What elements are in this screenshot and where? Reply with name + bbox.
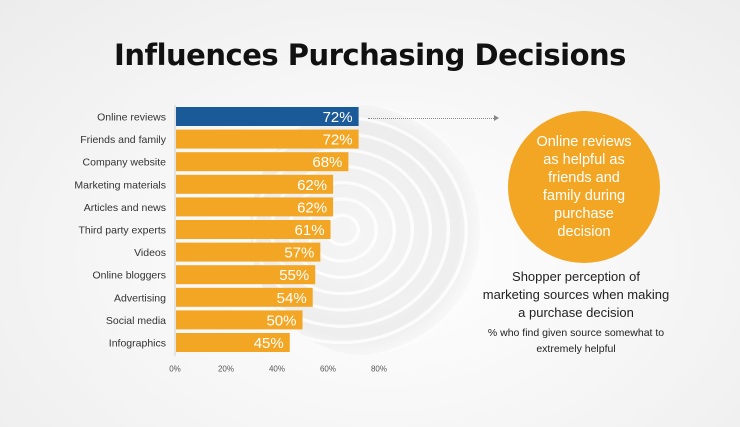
bar bbox=[176, 242, 321, 262]
category-label: Third party experts bbox=[78, 225, 166, 237]
category-label: Online reviews bbox=[97, 112, 166, 124]
bar bbox=[176, 174, 334, 194]
category-label: Company website bbox=[83, 157, 167, 169]
callout-text: Online reviews as helpful as friends and… bbox=[536, 134, 632, 240]
bar bbox=[176, 220, 331, 239]
value-label: 57% bbox=[284, 245, 314, 262]
callout-circle: Online reviews as helpful as friends and… bbox=[508, 111, 660, 263]
x-tick-label: 80% bbox=[371, 365, 387, 374]
bar bbox=[176, 333, 290, 352]
value-label: 61% bbox=[295, 222, 325, 239]
value-label: 72% bbox=[323, 109, 353, 126]
caption-main: Shopper perception of marketing sources … bbox=[482, 269, 670, 320]
value-label: 68% bbox=[312, 154, 342, 171]
x-tick-label: 60% bbox=[320, 365, 336, 374]
value-label: 62% bbox=[297, 177, 327, 194]
category-label: Marketing materials bbox=[74, 179, 166, 191]
bar bbox=[176, 129, 359, 149]
x-tick-label: 20% bbox=[218, 365, 234, 374]
bar bbox=[176, 265, 316, 285]
value-label: 62% bbox=[297, 199, 327, 216]
category-label: Advertising bbox=[114, 292, 166, 304]
category-label: Articles and news bbox=[84, 202, 166, 214]
bar bbox=[176, 152, 349, 172]
callout-connector-line bbox=[368, 118, 496, 119]
caption-sub: % who find given source somewhat to extr… bbox=[487, 327, 665, 355]
category-label: Social media bbox=[106, 315, 166, 327]
value-label: 55% bbox=[279, 267, 309, 284]
x-tick-label: 40% bbox=[269, 365, 285, 374]
category-label: Infographics bbox=[109, 338, 166, 350]
callout-arrow-icon bbox=[494, 115, 499, 121]
value-label: 54% bbox=[277, 290, 307, 307]
x-tick-label: 0% bbox=[169, 365, 181, 374]
bar bbox=[176, 310, 303, 330]
bar bbox=[176, 287, 313, 307]
category-label: Friends and family bbox=[80, 134, 167, 146]
value-label: 50% bbox=[266, 312, 296, 329]
category-label: Online bloggers bbox=[92, 270, 166, 282]
value-label: 72% bbox=[323, 132, 353, 149]
bar bbox=[176, 107, 359, 126]
category-label: Videos bbox=[134, 247, 166, 259]
chart-title: Influences Purchasing Decisions bbox=[114, 38, 626, 72]
value-label: 45% bbox=[254, 335, 284, 352]
chart-caption: Shopper perception of marketing sources … bbox=[482, 268, 670, 357]
bar bbox=[176, 197, 334, 217]
